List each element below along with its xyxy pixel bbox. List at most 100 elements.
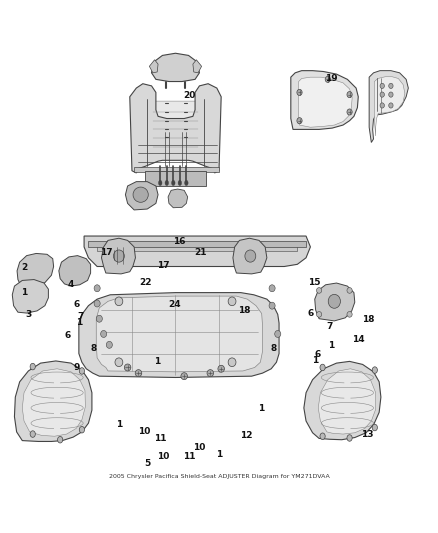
- Polygon shape: [97, 243, 297, 251]
- Polygon shape: [12, 279, 48, 313]
- Ellipse shape: [320, 433, 325, 440]
- Ellipse shape: [245, 250, 256, 262]
- Polygon shape: [79, 293, 279, 377]
- Ellipse shape: [207, 370, 214, 377]
- Text: 1: 1: [154, 357, 160, 366]
- Ellipse shape: [317, 312, 322, 317]
- Ellipse shape: [57, 437, 63, 443]
- Text: 21: 21: [194, 248, 207, 256]
- Text: 6: 6: [65, 331, 71, 340]
- Ellipse shape: [94, 285, 100, 292]
- Text: 14: 14: [352, 335, 364, 344]
- Text: 1: 1: [21, 288, 28, 297]
- Polygon shape: [168, 189, 187, 208]
- Text: 9: 9: [73, 364, 79, 373]
- Polygon shape: [291, 71, 358, 130]
- Polygon shape: [299, 77, 352, 127]
- Polygon shape: [17, 254, 53, 286]
- Polygon shape: [22, 369, 85, 436]
- Ellipse shape: [135, 370, 142, 377]
- Polygon shape: [134, 167, 219, 172]
- Ellipse shape: [347, 92, 352, 98]
- Ellipse shape: [101, 330, 107, 337]
- Ellipse shape: [228, 358, 236, 367]
- Ellipse shape: [380, 103, 385, 108]
- Text: 10: 10: [193, 443, 205, 453]
- Ellipse shape: [30, 364, 35, 370]
- Ellipse shape: [228, 297, 236, 305]
- Ellipse shape: [106, 341, 113, 349]
- Text: 6: 6: [74, 300, 80, 309]
- Text: 1: 1: [258, 405, 265, 413]
- Polygon shape: [102, 238, 135, 274]
- Ellipse shape: [79, 368, 85, 374]
- Text: 12: 12: [240, 431, 253, 440]
- Ellipse shape: [372, 424, 378, 431]
- Ellipse shape: [113, 250, 124, 262]
- Ellipse shape: [115, 358, 123, 367]
- Text: 20: 20: [183, 91, 196, 100]
- Ellipse shape: [320, 364, 325, 371]
- Polygon shape: [304, 361, 381, 440]
- Text: 5: 5: [144, 459, 150, 468]
- Ellipse shape: [30, 431, 35, 437]
- Ellipse shape: [325, 76, 330, 83]
- Text: 8: 8: [91, 344, 97, 353]
- Text: 24: 24: [168, 300, 181, 309]
- Ellipse shape: [178, 180, 182, 185]
- Polygon shape: [125, 182, 158, 210]
- Polygon shape: [233, 238, 267, 274]
- Polygon shape: [369, 71, 408, 142]
- Ellipse shape: [133, 187, 148, 203]
- Ellipse shape: [347, 288, 352, 293]
- Ellipse shape: [275, 330, 281, 337]
- Text: 6: 6: [308, 309, 314, 318]
- Ellipse shape: [269, 302, 275, 309]
- Text: 13: 13: [361, 431, 373, 439]
- Ellipse shape: [347, 312, 352, 317]
- Polygon shape: [59, 256, 91, 286]
- Text: 8: 8: [271, 344, 277, 353]
- Ellipse shape: [94, 300, 100, 307]
- Ellipse shape: [79, 426, 85, 433]
- Polygon shape: [145, 171, 206, 186]
- Text: 1: 1: [116, 419, 122, 429]
- Polygon shape: [96, 296, 262, 372]
- Ellipse shape: [181, 373, 187, 379]
- Ellipse shape: [380, 83, 385, 88]
- Ellipse shape: [218, 365, 224, 372]
- Ellipse shape: [380, 92, 385, 97]
- Text: 22: 22: [139, 278, 151, 287]
- Text: 1: 1: [311, 357, 318, 366]
- Text: 10: 10: [157, 452, 169, 461]
- Text: 1: 1: [328, 341, 334, 350]
- Ellipse shape: [269, 285, 275, 292]
- Text: 6: 6: [314, 350, 321, 359]
- Polygon shape: [14, 361, 92, 441]
- Polygon shape: [88, 241, 306, 247]
- Polygon shape: [318, 369, 376, 434]
- Ellipse shape: [297, 118, 302, 124]
- Ellipse shape: [185, 180, 188, 185]
- Text: 17: 17: [157, 261, 170, 270]
- Ellipse shape: [172, 180, 175, 185]
- Text: 2: 2: [21, 263, 27, 272]
- Text: 15: 15: [307, 278, 320, 287]
- Text: 1: 1: [216, 450, 222, 459]
- Text: 19: 19: [325, 74, 338, 83]
- Text: 18: 18: [238, 306, 251, 316]
- Text: 4: 4: [68, 280, 74, 289]
- Text: 10: 10: [138, 426, 150, 435]
- Polygon shape: [315, 283, 355, 321]
- Text: 7: 7: [327, 321, 333, 330]
- Ellipse shape: [159, 180, 162, 185]
- Polygon shape: [130, 84, 221, 173]
- Text: 3: 3: [26, 310, 32, 319]
- Polygon shape: [152, 53, 199, 82]
- Text: 16: 16: [173, 237, 185, 246]
- Ellipse shape: [389, 92, 393, 97]
- Text: 18: 18: [362, 315, 374, 324]
- Polygon shape: [149, 60, 158, 73]
- Ellipse shape: [347, 435, 352, 441]
- Ellipse shape: [115, 297, 123, 305]
